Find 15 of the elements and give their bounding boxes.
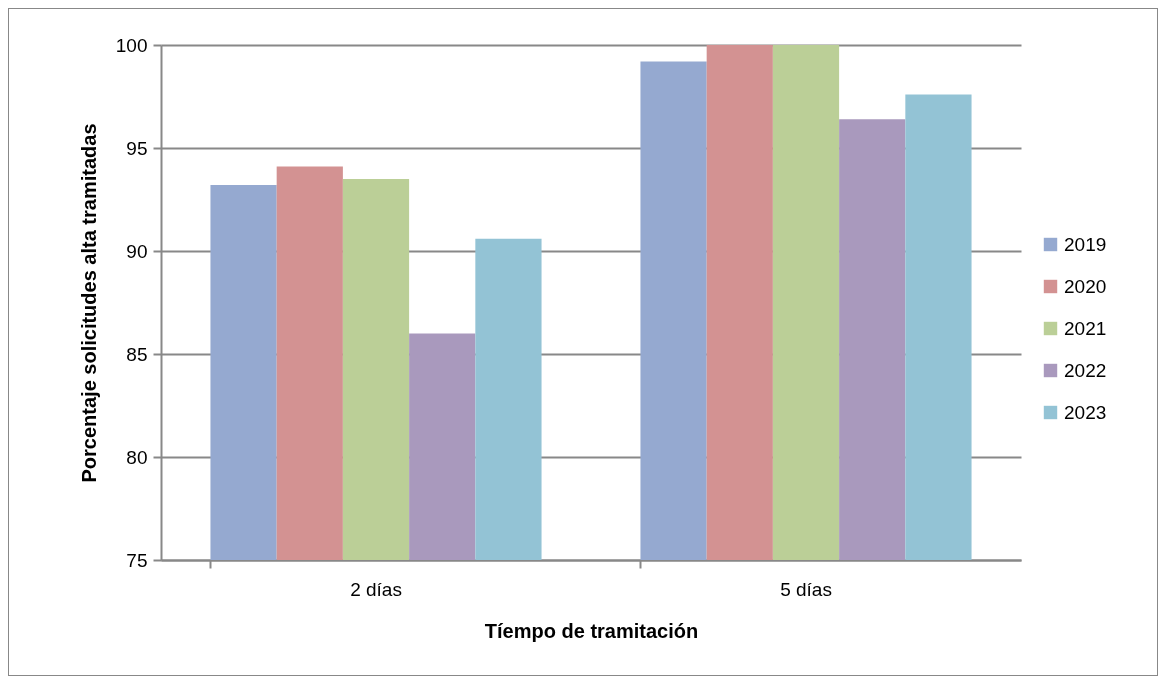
legend-label: 2021 — [1064, 317, 1107, 339]
x-axis-title: Tíempo de tramitación — [484, 619, 699, 642]
y-axis-title: Porcentaje solicitudes alta tramitadas — [77, 123, 100, 483]
legend-label: 2020 — [1064, 275, 1107, 297]
y-tick-label: 80 — [126, 446, 148, 468]
y-tick-label: 90 — [126, 240, 148, 262]
y-tick-label: 75 — [126, 549, 148, 571]
y-tick-label: 85 — [126, 343, 148, 365]
x-tick-label: 5 días — [780, 578, 832, 600]
legend-label: 2022 — [1064, 359, 1107, 381]
legend-label: 2019 — [1064, 233, 1107, 255]
x-tick-label: 2 días — [350, 578, 402, 600]
y-tick-label: 95 — [126, 137, 148, 159]
legend-label: 2023 — [1064, 401, 1107, 423]
y-tick-label: 100 — [115, 34, 148, 56]
